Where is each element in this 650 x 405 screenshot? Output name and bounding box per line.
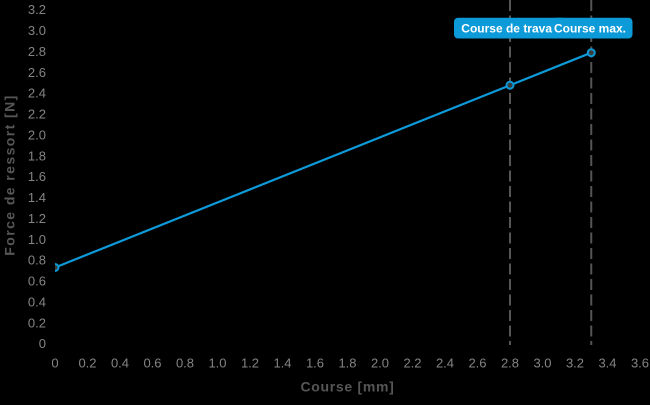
- svg-text:Course max.: Course max.: [554, 22, 626, 36]
- svg-text:1.0: 1.0: [208, 356, 226, 371]
- svg-text:2.2: 2.2: [403, 356, 421, 371]
- svg-text:0: 0: [39, 336, 46, 351]
- svg-text:2.8: 2.8: [501, 356, 519, 371]
- svg-text:0.8: 0.8: [28, 253, 46, 268]
- svg-text:1.6: 1.6: [28, 169, 46, 184]
- svg-text:2.0: 2.0: [371, 356, 389, 371]
- svg-text:1.8: 1.8: [28, 148, 46, 163]
- svg-text:2.6: 2.6: [468, 356, 486, 371]
- svg-text:0.4: 0.4: [28, 294, 46, 309]
- svg-text:0: 0: [51, 356, 58, 371]
- svg-text:2.4: 2.4: [436, 356, 454, 371]
- svg-text:3.0: 3.0: [533, 356, 551, 371]
- svg-text:1.0: 1.0: [28, 232, 46, 247]
- svg-text:1.4: 1.4: [28, 190, 46, 205]
- svg-text:0.8: 0.8: [176, 356, 194, 371]
- svg-text:2.6: 2.6: [28, 65, 46, 80]
- svg-text:0.6: 0.6: [143, 356, 161, 371]
- svg-text:1.4: 1.4: [273, 356, 291, 371]
- svg-text:3.2: 3.2: [566, 356, 584, 371]
- svg-text:Course [mm]: Course [mm]: [300, 379, 394, 395]
- svg-text:2.0: 2.0: [28, 127, 46, 142]
- svg-text:1.8: 1.8: [338, 356, 356, 371]
- svg-text:1.6: 1.6: [306, 356, 324, 371]
- svg-text:Force de ressort [N]: Force de ressort [N]: [2, 94, 18, 255]
- svg-text:1.2: 1.2: [28, 211, 46, 226]
- svg-text:3.2: 3.2: [28, 2, 46, 17]
- svg-text:2.8: 2.8: [28, 44, 46, 59]
- svg-text:3.4: 3.4: [598, 356, 616, 371]
- svg-text:Course de travail: Course de travail: [461, 22, 558, 36]
- svg-text:3.0: 3.0: [28, 23, 46, 38]
- svg-text:3.6: 3.6: [631, 356, 649, 371]
- svg-text:1.2: 1.2: [241, 356, 259, 371]
- svg-text:0.2: 0.2: [28, 315, 46, 330]
- svg-text:0.4: 0.4: [111, 356, 129, 371]
- svg-text:2.4: 2.4: [28, 86, 46, 101]
- svg-text:2.2: 2.2: [28, 107, 46, 122]
- svg-text:0.2: 0.2: [78, 356, 96, 371]
- svg-text:0.6: 0.6: [28, 274, 46, 289]
